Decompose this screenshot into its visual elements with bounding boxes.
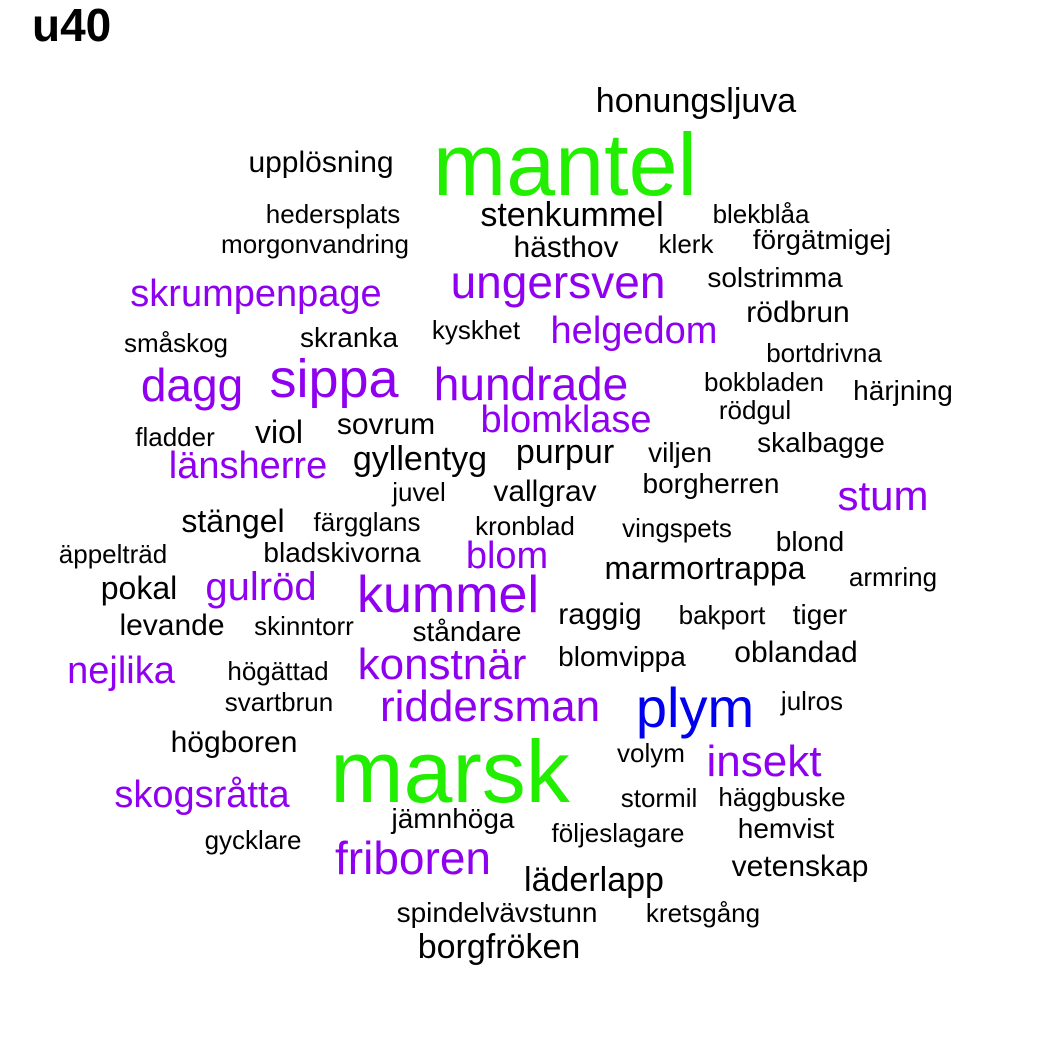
cloud-word: marmortrappa: [604, 550, 806, 586]
cloud-word: vallgrav: [493, 475, 597, 508]
cloud-word: kummel: [356, 566, 540, 624]
cloud-word: blekblåa: [712, 199, 810, 229]
cloud-word: läderlapp: [524, 861, 664, 899]
cloud-word: hemvist: [737, 813, 835, 844]
cloud-word: mantel: [432, 115, 698, 214]
cloud-word: småskog: [123, 328, 229, 358]
cloud-word: skinntorr: [254, 611, 354, 641]
cloud-word: rödgul: [718, 395, 792, 425]
cloud-word: klerk: [658, 229, 714, 259]
cloud-word: purpur: [515, 433, 615, 471]
cloud-word: ståndare: [412, 616, 522, 647]
cloud-word: plym: [635, 676, 755, 739]
cloud-title: u40: [32, 0, 112, 51]
cloud-word: borgherren: [642, 468, 780, 499]
cloud-word: färgglans: [313, 507, 421, 537]
cloud-word: helgedom: [550, 310, 718, 352]
cloud-word: blomklase: [480, 399, 652, 441]
cloud-word: raggig: [558, 598, 642, 631]
cloud-word: hästhov: [513, 231, 619, 264]
cloud-word: julros: [780, 686, 844, 716]
cloud-word: viljen: [648, 437, 712, 468]
cloud-word: stum: [837, 472, 929, 519]
cloud-word: kronblad: [475, 511, 575, 541]
cloud-word: ungersven: [450, 256, 666, 308]
cloud-word: stängel: [181, 503, 285, 539]
cloud-word: hundrade: [433, 358, 629, 410]
cloud-word: dagg: [140, 359, 244, 411]
cloud-word: marsk: [330, 722, 570, 821]
cloud-word: morgonvandring: [221, 229, 409, 259]
cloud-word: häggbuske: [718, 782, 846, 812]
cloud-word: jämnhöga: [391, 803, 515, 834]
cloud-word: svartbrun: [224, 687, 334, 717]
cloud-word: honungsljuva: [595, 82, 797, 120]
cloud-word: gulröd: [205, 565, 317, 609]
cloud-word: insekt: [706, 737, 822, 786]
cloud-word: blom: [465, 535, 549, 577]
cloud-word: rödbrun: [746, 296, 850, 329]
cloud-word: blomvippa: [558, 641, 686, 672]
cloud-word: friboren: [335, 832, 491, 884]
cloud-word: blond: [775, 526, 845, 557]
cloud-word: hedersplats: [265, 199, 401, 229]
cloud-word: stormil: [620, 783, 698, 813]
cloud-word: vingspets: [622, 513, 732, 543]
cloud-word: nejlika: [67, 650, 175, 692]
cloud-word: stenkummel: [480, 196, 664, 234]
cloud-word: kretsgång: [645, 898, 761, 928]
cloud-word: borgfröken: [417, 928, 581, 966]
cloud-word: gycklare: [204, 825, 302, 855]
cloud-word: härjning: [853, 375, 953, 406]
cloud-word: konstnär: [357, 640, 527, 689]
cloud-word: sippa: [269, 349, 399, 409]
cloud-word: bladskivorna: [263, 537, 421, 568]
cloud-word: tiger: [792, 599, 848, 630]
cloud-word: bokbladen: [704, 367, 824, 397]
cloud-word: armring: [848, 562, 938, 592]
cloud-word: gyllentyg: [352, 440, 488, 478]
cloud-word: skalbagge: [757, 427, 885, 458]
cloud-word: riddersman: [379, 682, 601, 731]
cloud-word: skogsråtta: [114, 774, 290, 816]
cloud-word: skrumpenpage: [130, 273, 382, 315]
cloud-word: volym: [617, 738, 685, 768]
cloud-word: sovrum: [336, 408, 436, 441]
cloud-word: fladder: [135, 422, 215, 452]
cloud-word: viol: [254, 414, 304, 450]
cloud-word: bakport: [678, 600, 766, 630]
cloud-word: oblandad: [734, 636, 858, 669]
cloud-word: solstrimma: [707, 262, 843, 293]
cloud-word: pokal: [100, 570, 178, 606]
cloud-word: följeslagare: [551, 818, 685, 848]
cloud-word: förgätmigej: [752, 224, 892, 255]
cloud-word: skranka: [299, 322, 399, 353]
cloud-word: äppelträd: [58, 539, 168, 569]
cloud-word: högboren: [170, 726, 298, 759]
cloud-word: upplösning: [248, 146, 394, 179]
cloud-word: vetenskap: [731, 850, 869, 883]
cloud-word: bortdrivna: [766, 338, 882, 368]
cloud-word: länsherre: [168, 445, 328, 487]
cloud-word: spindelvävstunn: [396, 897, 598, 928]
cloud-word: kyskhet: [431, 315, 521, 345]
cloud-word: levande: [119, 609, 225, 642]
cloud-word: högättad: [227, 656, 329, 686]
cloud-word: juvel: [392, 477, 446, 507]
